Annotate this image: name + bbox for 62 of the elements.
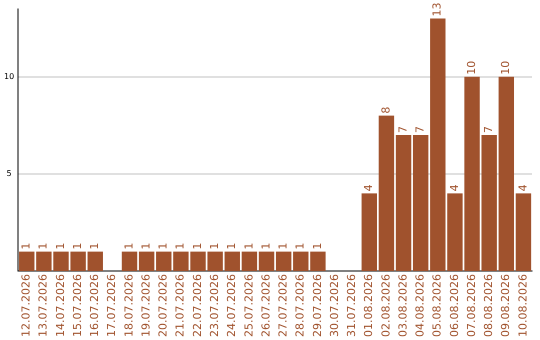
x-tick-label: 23.07.2026 <box>208 274 222 338</box>
data-label: 1 <box>36 242 50 250</box>
x-tick-label: 01.08.2026 <box>362 274 376 338</box>
x-tick-label: 15.07.2026 <box>70 274 84 338</box>
bar <box>258 252 274 272</box>
x-tick-label: 14.07.2026 <box>54 274 67 338</box>
data-label: 1 <box>294 242 307 250</box>
data-label: 1 <box>174 242 187 250</box>
x-tick-label: 29.07.2026 <box>310 274 324 338</box>
data-label: 7 <box>414 126 427 134</box>
data-label: 1 <box>156 242 170 250</box>
x-tick-label: 17.07.2026 <box>105 274 118 338</box>
x-tick-label: 18.07.2026 <box>122 274 136 338</box>
x-tick-label: 20.07.2026 <box>156 274 170 338</box>
x-tick-label: 09.08.2026 <box>499 274 512 338</box>
data-label: 1 <box>20 242 33 250</box>
x-tick-label: 26.07.2026 <box>259 274 272 338</box>
x-tick-label: 06.08.2026 <box>448 274 461 338</box>
x-tick-label: 16.07.2026 <box>88 274 102 338</box>
data-label: 7 <box>482 126 496 134</box>
x-tick-label: 07.08.2026 <box>464 274 478 338</box>
data-label: 7 <box>396 126 410 134</box>
data-label: 4 <box>448 184 461 192</box>
x-tick-label: 27.07.2026 <box>276 274 290 338</box>
x-tick-label: 02.08.2026 <box>379 274 392 338</box>
data-label: 1 <box>122 242 136 250</box>
data-label: 1 <box>310 242 324 250</box>
x-tick-label: 22.07.2026 <box>190 274 204 338</box>
data-label: 10 <box>499 60 512 75</box>
x-tick-label: 31.07.2026 <box>345 274 358 338</box>
x-tick-label: 04.08.2026 <box>414 274 427 338</box>
x-tick-label: 03.08.2026 <box>396 274 410 338</box>
x-tick-label: 12.07.2026 <box>20 274 33 338</box>
data-label: 4 <box>516 184 530 192</box>
data-label: 1 <box>242 242 256 250</box>
x-tick-label: 25.07.2026 <box>242 274 256 338</box>
x-tick-label: 05.08.2026 <box>430 274 444 338</box>
data-label: 10 <box>464 60 478 75</box>
data-label: 8 <box>379 106 392 114</box>
data-label: 1 <box>259 242 272 250</box>
data-label: 1 <box>88 242 102 250</box>
x-tick-label: 10.08.2026 <box>516 274 530 338</box>
data-label: 1 <box>208 242 222 250</box>
x-tick-label: 30.07.2026 <box>328 274 341 338</box>
x-tick-label: 21.07.2026 <box>174 274 187 338</box>
data-label: 1 <box>276 242 290 250</box>
x-tick-label: 08.08.2026 <box>482 274 496 338</box>
bar <box>190 252 206 272</box>
x-tick-label: 13.07.2026 <box>36 274 50 338</box>
data-label: 1 <box>225 242 238 250</box>
bar <box>53 252 69 272</box>
data-label: 1 <box>70 242 84 250</box>
x-tick-label: 24.07.2026 <box>225 274 238 338</box>
bar <box>122 252 138 272</box>
x-tick-label: 19.07.2026 <box>139 274 152 338</box>
x-tick-label: 28.07.2026 <box>294 274 307 338</box>
data-label: 1 <box>190 242 204 250</box>
y-tick-label: 5 <box>6 168 12 178</box>
data-label: 13 <box>430 2 444 17</box>
data-label: 4 <box>362 184 376 192</box>
data-label: 1 <box>139 242 152 250</box>
data-label: 1 <box>54 242 67 250</box>
